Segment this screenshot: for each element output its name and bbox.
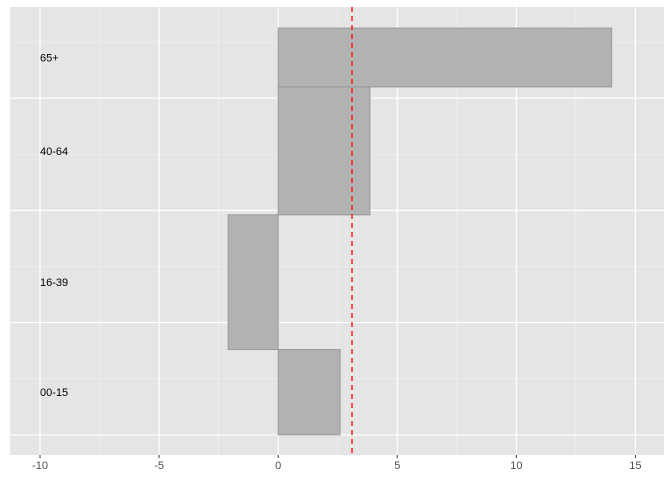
x-tick-label: -10 [32,460,48,472]
bar-16-39 [227,214,279,351]
bar-40-64 [277,86,371,216]
bar-00-15 [277,349,341,436]
bar-65+ [277,27,613,88]
bar-label: 16-39 [40,277,68,289]
x-tick-label: -5 [154,460,164,472]
x-tick-label: 10 [510,460,522,472]
bar-label: 40-64 [40,146,68,158]
x-tick-label: 0 [275,460,281,472]
bar-label: 00-15 [40,387,68,399]
x-tick-label: 5 [394,460,400,472]
bar-label: 65+ [40,53,59,65]
x-tick-label: 15 [629,460,641,472]
